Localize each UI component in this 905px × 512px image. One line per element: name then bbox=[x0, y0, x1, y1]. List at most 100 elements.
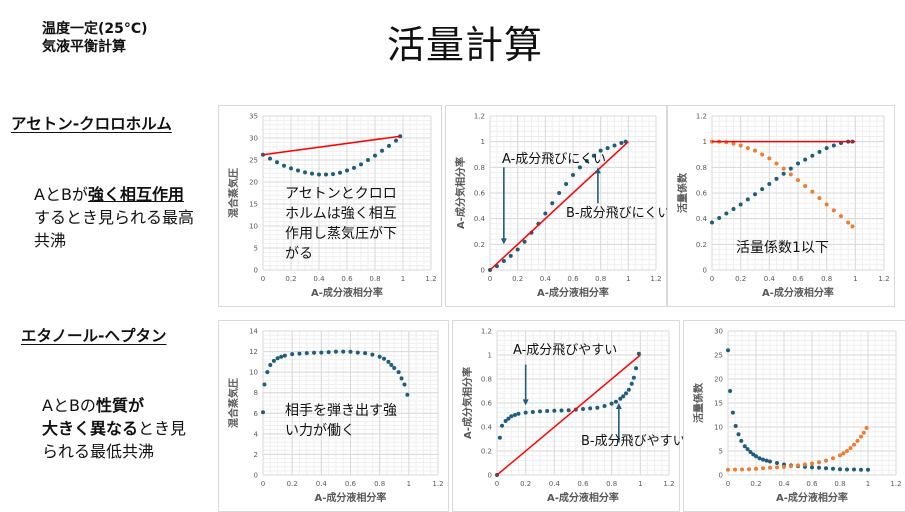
y-tick-label: 14 bbox=[249, 328, 258, 336]
section-title-acetone-chloroform: アセトン-クロロホルム bbox=[11, 115, 172, 133]
data-point bbox=[846, 220, 851, 225]
data-point bbox=[564, 182, 569, 187]
y-tick-label: 0.8 bbox=[474, 164, 485, 172]
data-point bbox=[509, 414, 514, 419]
y-tick-label: 1.2 bbox=[474, 113, 485, 121]
x-tick-label: 0.2 bbox=[512, 275, 523, 283]
data-point bbox=[566, 408, 571, 413]
y-tick-label: 20 bbox=[714, 376, 723, 384]
y-tick-label: 0.4 bbox=[481, 424, 493, 432]
data-point bbox=[774, 161, 779, 166]
data-point bbox=[761, 466, 765, 471]
data-point bbox=[331, 172, 335, 177]
x-tick-label: 0.8 bbox=[834, 480, 845, 488]
y-tick-label: 0 bbox=[254, 267, 258, 275]
reference-line bbox=[489, 141, 629, 271]
data-point bbox=[810, 189, 815, 194]
x-tick-label: 0.4 bbox=[549, 480, 561, 488]
chart-svg: 0 0.2 0.4 0.6 0.8 1 1.2 0 0.2 0.4 0.6 0.8 1 1.2 A-成分液相… bbox=[676, 113, 890, 300]
y-tick-label: 25 bbox=[714, 352, 723, 360]
data-point bbox=[613, 399, 618, 404]
data-point bbox=[733, 467, 737, 472]
data-point bbox=[866, 467, 870, 472]
data-point bbox=[279, 354, 284, 359]
data-point bbox=[839, 214, 843, 219]
data-point bbox=[265, 370, 270, 375]
data-point bbox=[345, 168, 349, 173]
data-point bbox=[275, 160, 279, 165]
section-description-2: AとBの性質が 大きく異なるとき見られる最低共沸 bbox=[42, 394, 202, 463]
data-point bbox=[761, 457, 765, 462]
x-tick-label: 0.2 bbox=[287, 480, 298, 488]
data-point bbox=[730, 410, 735, 415]
y-tick-label: 0.6 bbox=[481, 400, 493, 408]
y-tick-label: 1 bbox=[488, 352, 492, 360]
chart-ethanol-heptane-pressure: 0 0.2 0.4 0.6 0.8 1 1.2 0 2 4 6 8 10 12 14 A-成分液相分率 混合蒸気… bbox=[218, 320, 449, 512]
y-tick-label: 30 bbox=[714, 328, 723, 336]
data-point bbox=[304, 351, 309, 356]
data-point bbox=[588, 406, 593, 411]
data-point bbox=[399, 376, 404, 381]
x-tick-label: 0 bbox=[488, 275, 492, 283]
data-point bbox=[392, 366, 397, 371]
data-point bbox=[275, 356, 280, 361]
data-point bbox=[852, 442, 856, 447]
data-point bbox=[738, 143, 743, 148]
y-tick-label: 1.2 bbox=[481, 328, 492, 336]
data-point bbox=[618, 396, 623, 401]
x-tick-label: 0.6 bbox=[806, 480, 818, 488]
y-tick-label: 15 bbox=[249, 201, 258, 209]
data-point bbox=[724, 211, 729, 216]
y-axis-label: A-成分気相分率 bbox=[454, 157, 467, 229]
x-axis-label: A-成分液相分率 bbox=[547, 491, 619, 504]
data-point bbox=[373, 153, 377, 158]
data-point bbox=[370, 352, 375, 357]
data-point bbox=[738, 202, 743, 207]
data-point bbox=[781, 171, 786, 176]
data-point bbox=[845, 467, 849, 472]
desc-text: AとBが bbox=[34, 185, 88, 204]
x-axis-label: A-成分液相分率 bbox=[762, 286, 834, 299]
chart-svg: 0 0.2 0.4 0.6 0.8 1 1.2 0 0.2 0.4 0.6 0.8 1 1.2 A-成分液相… bbox=[454, 113, 662, 300]
data-point bbox=[545, 409, 550, 414]
data-point bbox=[850, 224, 855, 229]
data-point bbox=[387, 143, 391, 148]
data-point bbox=[310, 171, 314, 176]
x-tick-label: 0.8 bbox=[606, 480, 617, 488]
data-point bbox=[733, 424, 738, 429]
data-point bbox=[515, 247, 520, 252]
y-axis-label: 混合蒸気圧 bbox=[227, 168, 240, 218]
data-point bbox=[396, 370, 401, 375]
data-point bbox=[389, 362, 394, 367]
y-axis-label: 活量係数 bbox=[676, 172, 689, 213]
data-point bbox=[726, 467, 730, 472]
x-tick-label: 0 bbox=[261, 275, 265, 283]
data-point bbox=[782, 464, 786, 469]
chart-annotation: 活量係数1以下 bbox=[736, 240, 829, 256]
data-point bbox=[831, 208, 836, 213]
data-point bbox=[584, 158, 589, 163]
x-tick-label: 0 bbox=[495, 480, 499, 488]
data-point bbox=[796, 161, 800, 166]
data-point bbox=[581, 407, 585, 411]
data-point bbox=[559, 408, 564, 413]
data-point bbox=[619, 140, 624, 145]
x-tick-label: 1.2 bbox=[663, 480, 674, 488]
chart-ethanol-heptane-xy: 0 0.2 0.4 0.6 0.8 1 1.2 0 0.2 0.4 0.6 0.8 1 1.2 A-成分液相… bbox=[452, 320, 686, 512]
data-point bbox=[348, 349, 353, 354]
y-tick-label: 1 bbox=[481, 138, 485, 146]
x-tick-label: 0.6 bbox=[792, 275, 804, 283]
x-tick-label: 1 bbox=[401, 275, 405, 283]
data-point bbox=[398, 134, 403, 139]
data-point bbox=[751, 452, 756, 457]
data-point bbox=[760, 187, 765, 192]
data-point bbox=[612, 143, 617, 148]
x-tick-label: 0.4 bbox=[540, 275, 552, 283]
data-point bbox=[538, 409, 542, 414]
data-point bbox=[717, 216, 722, 221]
y-axis-label: 活量係数 bbox=[692, 382, 705, 423]
desc-emphasis: 性質が bbox=[95, 396, 144, 415]
x-tick-label: 0.2 bbox=[520, 480, 531, 488]
data-point bbox=[363, 351, 368, 356]
header-line-1: 温度一定(25°C) bbox=[42, 21, 148, 37]
